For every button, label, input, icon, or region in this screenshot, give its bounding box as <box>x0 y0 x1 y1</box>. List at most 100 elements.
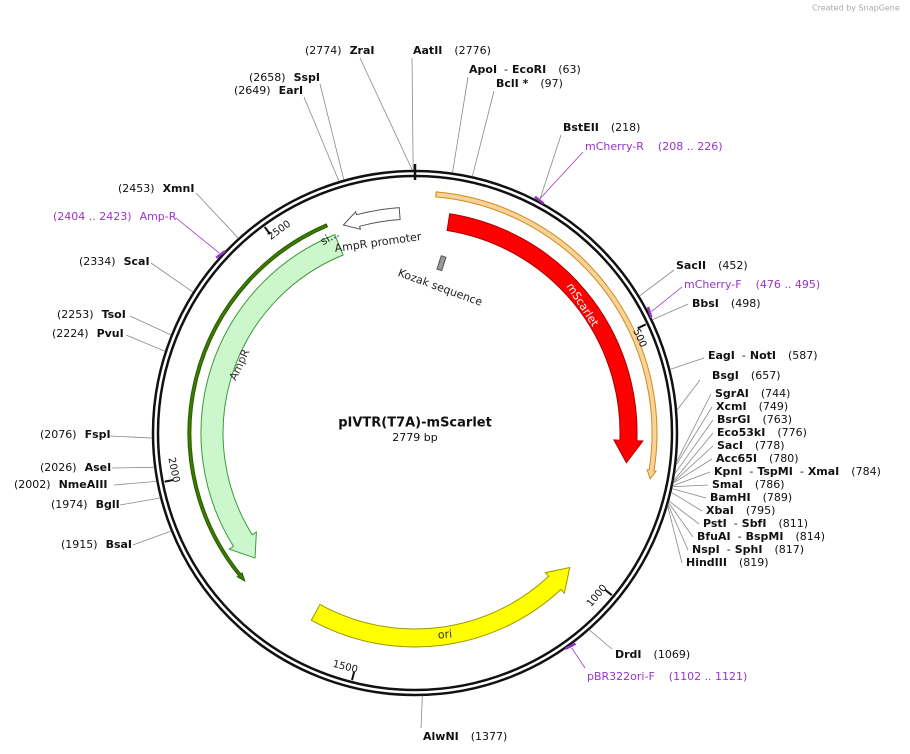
primer-label: pBR322ori-F (1102 .. 1121) <box>587 670 747 683</box>
ampr-outer-band <box>187 223 329 582</box>
site-leader <box>668 500 700 525</box>
site-label: BstEII (218) <box>563 121 640 134</box>
position-tick <box>351 671 356 681</box>
site-label: ApoI - EcoRI (63) <box>469 63 581 76</box>
enzyme-name: PvuI <box>97 327 124 340</box>
enzyme-name: BspMI <box>746 530 784 543</box>
primer-name: pBR322ori-F <box>587 670 655 683</box>
site-position: (2334) <box>79 255 116 268</box>
site-label: SacII (452) <box>676 259 748 272</box>
enzyme-name: SphI <box>735 543 763 556</box>
site-label: (2658) SspI <box>249 71 320 84</box>
site-label: (1974) BglI <box>51 498 120 511</box>
enzyme-name: BfuAI <box>697 530 731 543</box>
enzyme-name: BclI * <box>496 77 529 90</box>
site-label: AlwNI (1377) <box>423 730 507 743</box>
enzyme-name: BglI <box>96 498 120 511</box>
site-leader <box>589 629 613 650</box>
enzyme-name: SacII <box>676 259 706 272</box>
site-position: (2002) <box>14 478 51 491</box>
site-label: DrdI (1069) <box>615 648 690 661</box>
site-label: KpnI - TspMI - XmaI (784) <box>714 465 881 478</box>
enzyme-name: ScaI <box>124 255 150 268</box>
site-leader <box>667 504 689 551</box>
site-label: SacI (778) <box>717 439 785 452</box>
site-position: (2453) <box>118 182 155 195</box>
site-position: (657) <box>751 369 781 382</box>
site-leader <box>676 393 712 463</box>
site-position: (784) <box>851 465 881 478</box>
site-label: BsrGI (763) <box>717 413 792 426</box>
enzyme-name: Eco53kI <box>717 426 765 439</box>
site-leader <box>303 96 340 182</box>
primer-label: mCherry-R (208 .. 226) <box>585 140 722 153</box>
site-position: (776) <box>777 426 807 439</box>
site-position: (1069) <box>654 648 691 661</box>
site-label: Eco53kI (776) <box>717 426 807 439</box>
enzyme-name: EagI <box>708 349 735 362</box>
site-leader <box>672 458 713 484</box>
site-leader <box>471 90 495 177</box>
primer-range: (476 .. 495) <box>756 278 821 291</box>
primer-name: Amp-R <box>140 210 177 223</box>
enzyme-name: AatII <box>413 44 442 57</box>
enzyme-name: BamHI <box>710 491 751 504</box>
position-tick <box>637 323 647 330</box>
site-leader <box>672 471 711 487</box>
enzyme-name: SspI <box>294 71 320 84</box>
ampr-promoter-arrow <box>342 207 401 230</box>
enzyme-name: AlwNI <box>423 730 459 743</box>
primer-mark <box>534 195 545 205</box>
position-label: 2000 <box>165 456 181 483</box>
site-position: (795) <box>746 504 776 517</box>
enzyme-name: PstI <box>703 517 727 530</box>
site-label: BsgI (657) <box>712 369 781 382</box>
site-leader <box>452 76 469 173</box>
enzyme-name: ApoI <box>469 63 497 76</box>
site-position: (498) <box>731 297 761 310</box>
enzyme-name: TsoI <box>102 308 126 321</box>
site-position: (587) <box>788 349 818 362</box>
ori-arrow <box>310 566 571 648</box>
site-leader <box>672 484 709 488</box>
site-leader <box>668 502 694 538</box>
ampr-arrow <box>200 233 344 559</box>
site-label: Acc65I (780) <box>716 452 799 465</box>
primer-range: (1102 .. 1121) <box>669 670 748 683</box>
site-leader <box>411 57 414 171</box>
site-position: (814) <box>795 530 825 543</box>
site-leader <box>111 466 155 469</box>
site-label: SmaI (786) <box>712 478 785 491</box>
feature-label: AmpR promoter <box>334 230 423 255</box>
separator: - <box>742 349 746 362</box>
site-leader <box>667 505 683 564</box>
site-label: NspI - SphI (817) <box>692 543 804 556</box>
site-leader <box>671 491 703 512</box>
site-position: (452) <box>718 259 748 272</box>
separator: - <box>504 63 508 76</box>
orange-feature <box>435 191 658 480</box>
site-position: (1915) <box>61 538 98 551</box>
site-leader <box>132 530 172 546</box>
primer-mark <box>646 306 653 319</box>
enzyme-name: XmaI <box>808 465 839 478</box>
site-label: (2774) ZraI <box>305 44 375 57</box>
site-position: (811) <box>778 517 808 530</box>
primer-leader <box>571 647 586 669</box>
site-leader <box>113 480 157 486</box>
site-label: EagI - NotI (587) <box>708 349 818 362</box>
enzyme-name: BsaI <box>106 538 132 551</box>
site-label: (2334) ScaI <box>79 255 150 268</box>
enzyme-name: NmeAIII <box>59 478 108 491</box>
enzyme-name: AseI <box>85 461 112 474</box>
site-label: BclI * (97) <box>496 77 563 90</box>
site-position: (2253) <box>57 308 94 321</box>
site-position: (218) <box>611 121 641 134</box>
enzyme-name: XcmI <box>716 400 747 413</box>
site-label: AatII (2776) <box>413 44 491 57</box>
enzyme-name: KpnI <box>714 465 742 478</box>
primer-leader <box>175 217 220 254</box>
site-leader <box>673 432 714 482</box>
site-position: (789) <box>763 491 793 504</box>
site-label: SgrAI (744) <box>715 387 790 400</box>
